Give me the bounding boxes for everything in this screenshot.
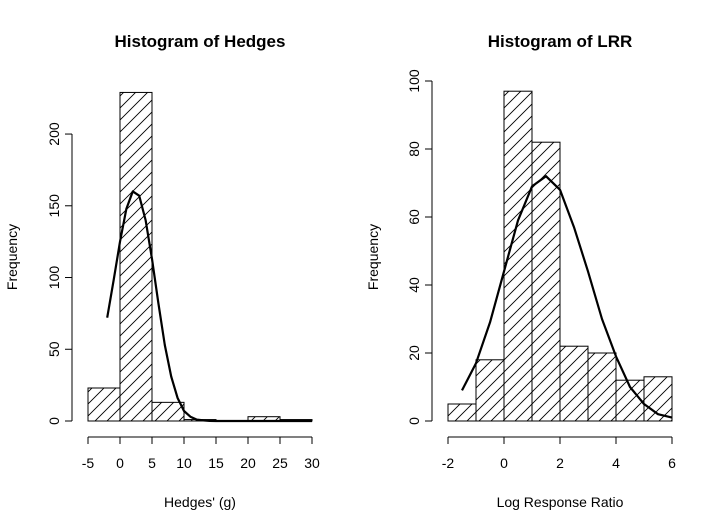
y-tick-label: 40 (406, 277, 422, 293)
x-tick-label: 20 (240, 455, 256, 471)
histogram-bar (559, 345, 589, 422)
x-axis-label: Log Response Ratio (497, 494, 624, 510)
x-tick-label: 30 (304, 455, 320, 471)
y-axis-label: Frequency (4, 224, 20, 290)
y-tick-label: 0 (46, 417, 62, 425)
x-tick-label: 0 (500, 455, 508, 471)
y-tick-label: 0 (406, 417, 422, 425)
x-tick-label: 0 (116, 455, 124, 471)
x-tick-label: 10 (176, 455, 192, 471)
x-tick-label: 6 (668, 455, 676, 471)
y-tick-label: 50 (46, 341, 62, 357)
density-curve (106, 190, 312, 423)
x-tick-label: -2 (442, 455, 455, 471)
histogram-bar (447, 403, 477, 422)
histogram-bar (475, 359, 505, 422)
y-tick-label: 200 (46, 122, 62, 146)
y-tick-label: 150 (46, 194, 62, 218)
chart-title: Histogram of Hedges (115, 32, 286, 51)
x-tick-label: 2 (556, 455, 564, 471)
x-tick-label: 5 (148, 455, 156, 471)
y-axis-label: Frequency (365, 224, 381, 290)
histogram-bar (531, 141, 561, 422)
y-tick-label: 100 (46, 266, 62, 290)
x-tick-label: -5 (82, 455, 95, 471)
chart-title: Histogram of LRR (488, 32, 633, 51)
x-tick-label: 15 (208, 455, 224, 471)
y-tick-label: 80 (406, 141, 422, 157)
lrr-histogram-panel: Histogram of LRR Log Response Ratio Freq… (365, 32, 676, 510)
histogram-bar (587, 352, 617, 422)
histogram-bar (151, 401, 185, 422)
x-tick-label: 25 (272, 455, 288, 471)
y-tick-label: 20 (406, 345, 422, 361)
x-axis-label: Hedges' (g) (164, 494, 236, 510)
hedges-histogram-panel: Histogram of Hedges Hedges' (g) Frequenc… (4, 32, 320, 510)
histogram-bar (87, 387, 121, 422)
y-tick-label: 100 (406, 69, 422, 93)
x-tick-label: 4 (612, 455, 620, 471)
y-tick-label: 60 (406, 209, 422, 225)
histogram-bar (119, 91, 153, 422)
density-curve (461, 175, 673, 419)
